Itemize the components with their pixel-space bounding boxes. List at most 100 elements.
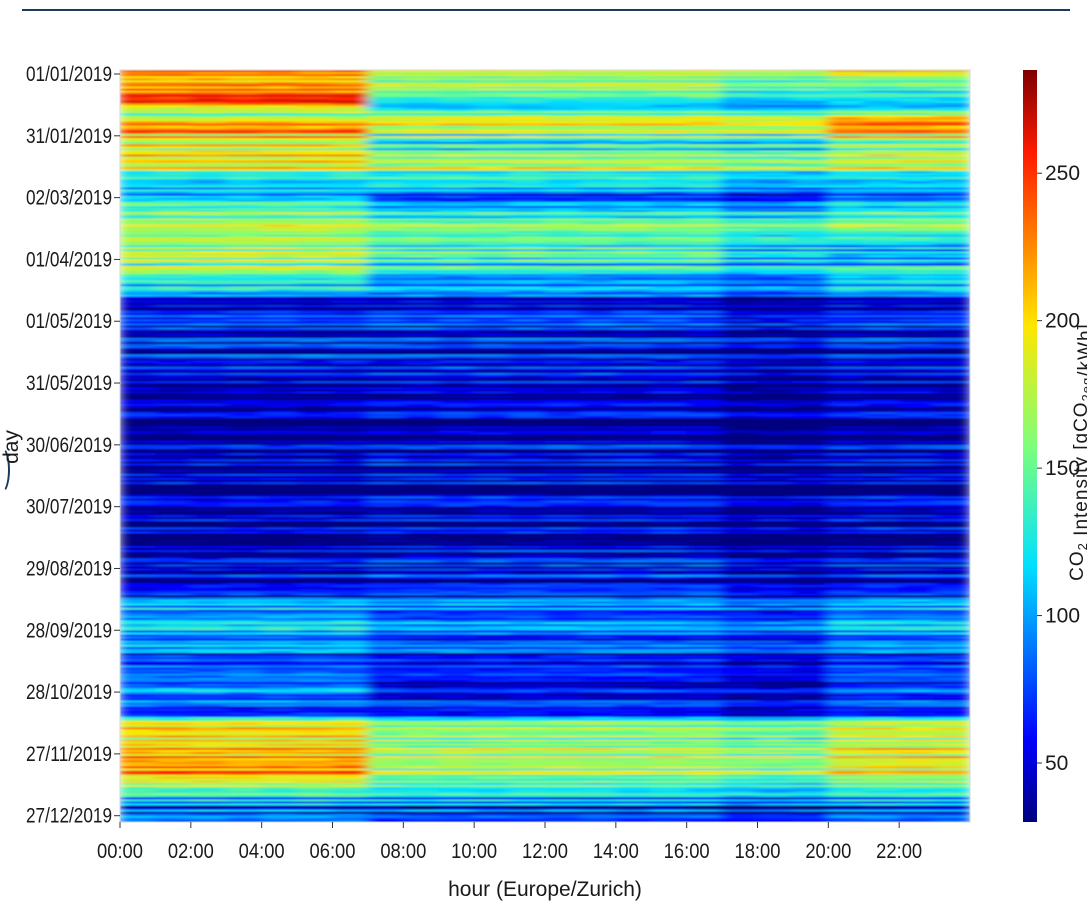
heatmap-cell [757, 372, 794, 376]
heatmap-cell [296, 346, 333, 349]
heatmap-cell [509, 173, 546, 176]
heatmap-cell [509, 430, 546, 434]
heatmap-cell [225, 290, 263, 294]
heatmap-cell [367, 366, 404, 370]
heatmap-cell [686, 267, 723, 271]
heatmap-cell [438, 440, 475, 444]
heatmap-cell [827, 374, 865, 378]
heatmap-cell [792, 451, 829, 454]
heatmap-cell [934, 241, 970, 244]
heatmap-cell [863, 490, 900, 493]
heatmap-cell [934, 76, 970, 79]
heatmap-cell [615, 70, 652, 73]
heatmap-cell [402, 442, 440, 446]
heatmap-cell [863, 125, 900, 129]
heatmap-cell [615, 477, 652, 481]
heatmap-cell [296, 261, 333, 265]
heatmap-cell [190, 201, 227, 205]
heatmap-cell [509, 383, 546, 386]
heatmap-cell [792, 175, 829, 178]
heatmap-cell [898, 212, 936, 215]
heatmap-cell [898, 467, 936, 471]
heatmap-cell [509, 148, 546, 151]
heatmap-cell [225, 438, 263, 442]
heatmap-cell [332, 212, 369, 215]
heatmap-cell [615, 255, 652, 259]
heatmap-cell [438, 96, 475, 100]
heatmap-cell [934, 255, 970, 259]
heatmap-cell [827, 76, 865, 79]
heatmap-cell [225, 263, 263, 267]
heatmap-cell [402, 119, 440, 123]
heatmap-cell [757, 216, 794, 219]
heatmap-cell [579, 127, 617, 131]
heatmap-cell [261, 123, 298, 127]
heatmap-cell [544, 218, 581, 221]
heatmap-cell [544, 175, 581, 178]
heatmap-cell [367, 269, 404, 273]
heatmap-cell [827, 259, 865, 263]
heatmap-cell [261, 150, 298, 154]
heatmap-cell [544, 455, 581, 458]
heatmap-cell [402, 387, 440, 390]
heatmap-cell [225, 350, 263, 353]
heatmap-cell [473, 243, 511, 246]
heatmap-cell [544, 148, 581, 151]
heatmap-cell [827, 477, 865, 481]
heatmap-cell [225, 131, 263, 135]
heatmap-cell [438, 463, 475, 467]
heatmap-cell [154, 226, 192, 230]
heatmap-cell [898, 100, 936, 104]
heatmap-cell [650, 70, 688, 73]
heatmap-cell [579, 278, 617, 281]
heatmap-cell [367, 224, 404, 228]
heatmap-cell [898, 453, 936, 456]
heatmap-cell [544, 453, 581, 456]
heatmap-cell [120, 432, 156, 436]
heatmap-cell [721, 133, 758, 137]
heatmap-cell [934, 82, 970, 86]
heatmap-cell [332, 117, 369, 121]
heatmap-cell [190, 323, 227, 327]
heatmap-cell [650, 436, 688, 440]
heatmap-cell [438, 78, 475, 81]
heatmap-cell [721, 422, 758, 425]
heatmap-cell [792, 306, 829, 310]
heatmap-cell [934, 451, 970, 454]
heatmap-cell [686, 107, 723, 110]
heatmap-cell [332, 238, 369, 242]
heatmap-cell [863, 477, 900, 481]
heatmap-cell [261, 385, 298, 388]
heatmap-cell [898, 170, 936, 174]
heatmap-cell [438, 226, 475, 230]
heatmap-cell [827, 150, 865, 154]
heatmap-cell [154, 358, 192, 362]
heatmap-cell [615, 335, 652, 339]
heatmap-cell [261, 473, 298, 477]
heatmap-cell [686, 346, 723, 349]
heatmap-cell [332, 152, 369, 156]
heatmap-cell [225, 302, 263, 306]
heatmap-cell [863, 467, 900, 471]
heatmap-cell [402, 278, 440, 281]
heatmap-cell [332, 273, 369, 277]
heatmap-cell [190, 407, 227, 411]
heatmap-cell [261, 344, 298, 347]
heatmap-cell [863, 341, 900, 345]
heatmap-cell [120, 471, 156, 475]
heatmap-cell [261, 403, 298, 407]
heatmap-cell [615, 152, 652, 156]
heatmap-cell [509, 414, 546, 417]
heatmap-cell [332, 179, 369, 182]
heatmap-cell [367, 129, 404, 133]
heatmap-cell [544, 428, 581, 432]
heatmap-cell [757, 251, 794, 254]
heatmap-cell [190, 321, 227, 325]
heatmap-cell [154, 263, 192, 267]
heatmap-cell [225, 109, 263, 112]
heatmap-cell [190, 494, 227, 498]
heatmap-cell [650, 473, 688, 477]
heatmap-cell [120, 208, 156, 211]
heatmap-cell [154, 383, 192, 386]
heatmap-cell [686, 208, 723, 211]
